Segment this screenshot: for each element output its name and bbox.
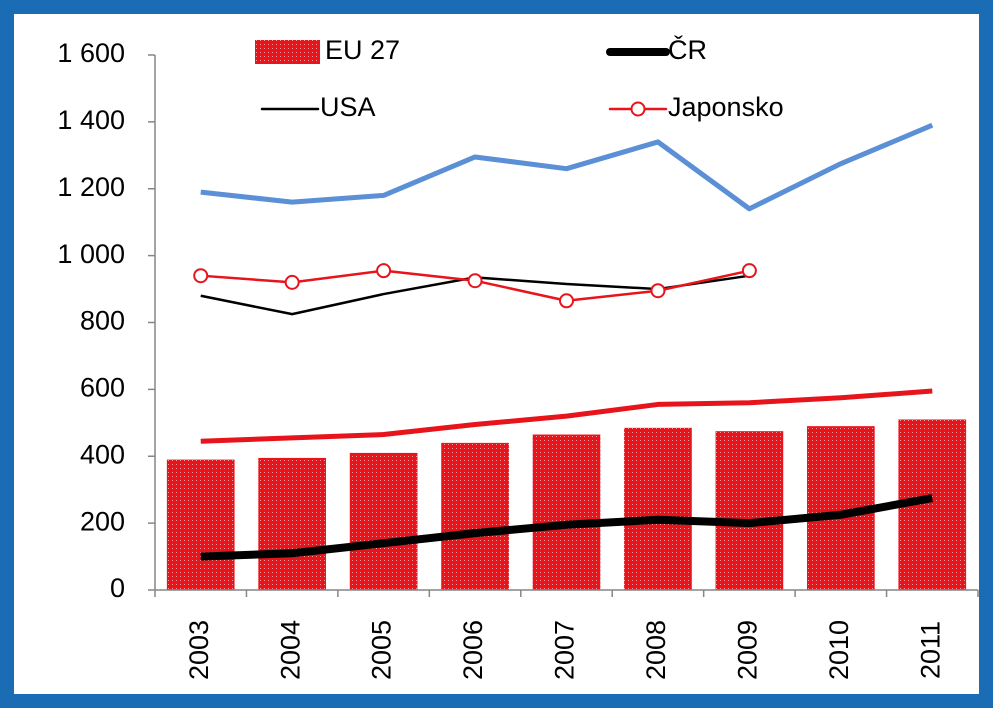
legend-label: USA bbox=[320, 92, 376, 122]
x-tick-label: 2009 bbox=[733, 620, 763, 680]
legend-label: EU 27 bbox=[325, 35, 400, 65]
x-tick-label: 2005 bbox=[367, 620, 397, 680]
legend-label: Japonsko bbox=[668, 92, 784, 122]
x-tick-label: 2006 bbox=[458, 620, 488, 680]
marker bbox=[193, 268, 209, 284]
bar bbox=[624, 427, 692, 590]
legend-label: ČR bbox=[668, 34, 707, 65]
marker bbox=[741, 263, 757, 279]
x-tick-label: 2011 bbox=[915, 621, 945, 679]
marker bbox=[376, 263, 392, 279]
x-tick-label: 2007 bbox=[550, 620, 580, 680]
marker bbox=[284, 274, 300, 290]
y-tick-label: 1 400 bbox=[57, 105, 125, 135]
line bbox=[200, 388, 933, 444]
bar bbox=[532, 434, 601, 590]
y-tick-label: 200 bbox=[80, 506, 125, 536]
x-tick-label: 2004 bbox=[275, 620, 305, 680]
line bbox=[200, 122, 934, 212]
marker bbox=[559, 293, 574, 309]
plot-background bbox=[14, 14, 979, 694]
y-tick-label: 1 600 bbox=[57, 38, 125, 68]
bar bbox=[441, 442, 509, 590]
x-tick-label: 2010 bbox=[824, 620, 854, 680]
y-tick-label: 1 000 bbox=[57, 239, 125, 269]
legend-swatch bbox=[255, 40, 320, 64]
marker bbox=[650, 283, 666, 299]
x-tick-label: 2008 bbox=[641, 620, 671, 680]
x-tick-label: 2003 bbox=[184, 620, 214, 680]
y-tick-label: 400 bbox=[80, 439, 125, 469]
y-tick-label: 1 200 bbox=[57, 172, 125, 202]
marker bbox=[467, 273, 483, 289]
legend-marker bbox=[630, 101, 646, 117]
bar bbox=[258, 457, 327, 590]
bar bbox=[349, 452, 418, 590]
bar bbox=[715, 431, 784, 590]
y-tick-label: 600 bbox=[80, 373, 125, 403]
y-tick-label: 0 bbox=[110, 573, 125, 603]
y-tick-label: 800 bbox=[80, 306, 125, 336]
bar bbox=[166, 459, 235, 590]
line bbox=[200, 494, 933, 561]
